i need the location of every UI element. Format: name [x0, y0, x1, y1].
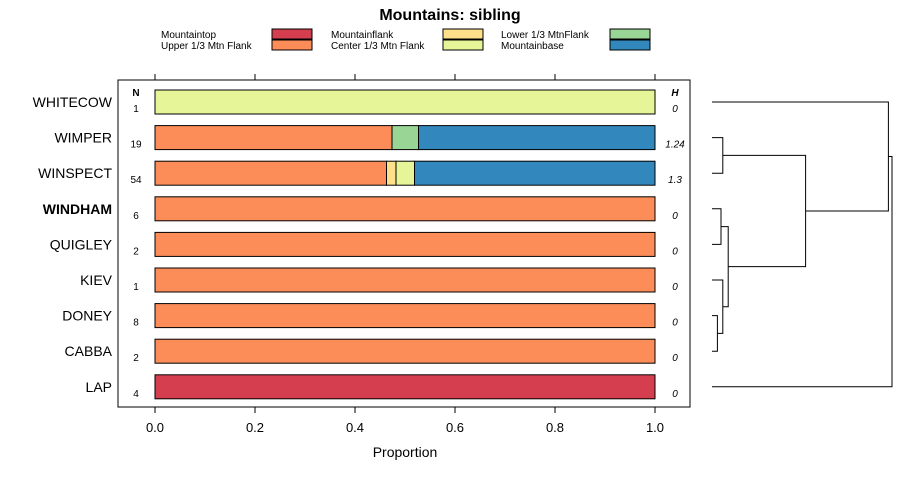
legend-swatch: [271, 39, 313, 51]
bar-segment: [154, 374, 656, 400]
bar-segment: [154, 196, 656, 222]
plot-frame: [117, 79, 691, 408]
n-value: 6: [133, 211, 139, 222]
legend-swatch: [609, 39, 651, 51]
n-column-header: N: [132, 88, 139, 99]
legend-label: Mountainflank: [331, 30, 394, 41]
bar-segment: [154, 89, 656, 115]
x-axis-label: Proportion: [373, 444, 438, 460]
h-value: 0: [672, 104, 678, 115]
h-value: 0: [672, 318, 678, 329]
dendrogram-link: [712, 315, 718, 352]
h-value: 1.3: [668, 175, 682, 186]
legend-label: Mountaintop: [161, 30, 216, 41]
legend-swatch: [442, 28, 484, 40]
h-column-header: H: [671, 88, 679, 99]
row-label: DONEY: [62, 308, 112, 324]
legend-swatch: [609, 28, 651, 40]
row-label: KIEV: [80, 272, 113, 288]
legend-swatch: [271, 28, 313, 40]
bar-segment: [414, 160, 656, 186]
h-value: 0: [672, 211, 678, 222]
n-value: 54: [130, 175, 142, 186]
legend-label: Mountainbase: [501, 41, 564, 52]
legend-label: Center 1/3 Mtn Flank: [331, 41, 425, 52]
dendrogram-link: [712, 156, 893, 388]
h-value: 0: [672, 246, 678, 257]
bar-segment: [395, 160, 415, 186]
x-tick-label: 0.6: [446, 420, 464, 435]
legend-swatch: [442, 39, 484, 51]
x-tick-label: 0.8: [546, 420, 564, 435]
x-tick-label: 0.2: [246, 420, 264, 435]
x-tick-label: 0.0: [146, 420, 164, 435]
h-value: 0: [672, 353, 678, 364]
legend-label: Lower 1/3 MtnFlank: [501, 30, 590, 41]
n-value: 19: [130, 140, 142, 151]
h-value: 1.24: [665, 140, 685, 151]
bar-segment: [154, 125, 393, 151]
bar-segment: [418, 125, 656, 151]
x-tick-label: 1.0: [646, 420, 664, 435]
bar-rows: WHITECOW 1 0 WIMPER 19 1.24 WINSPECT 54 1.3 WINDH…: [33, 89, 685, 400]
row-label: CABBA: [65, 343, 113, 359]
dendrogram-link: [721, 226, 729, 308]
bar-segment: [154, 338, 656, 364]
n-value: 2: [133, 353, 139, 364]
n-value: 1: [133, 282, 139, 293]
dendrogram-link: [722, 154, 807, 268]
h-value: 0: [672, 389, 678, 400]
row-label: WINDHAM: [43, 201, 112, 217]
row-label: WINSPECT: [38, 165, 112, 181]
bar-segment: [154, 231, 656, 257]
x-tick-label: 0.4: [346, 420, 364, 435]
n-value: 8: [133, 318, 139, 329]
legend-label: Upper 1/3 Mtn Flank: [161, 41, 253, 52]
chart-title: Mountains: sibling: [379, 7, 520, 24]
row-label: LAP: [86, 379, 112, 395]
dendrogram-link: [712, 101, 889, 212]
x-axis: 0.0 0.2 0.4 0.6 0.8 1.0: [146, 74, 664, 435]
bar-segment: [154, 303, 656, 329]
bar-segment: [391, 125, 419, 151]
bar-segment: [154, 267, 656, 293]
row-label: QUIGLEY: [50, 236, 113, 252]
dendrogram: [712, 101, 893, 388]
h-value: 0: [672, 282, 678, 293]
n-value: 4: [133, 389, 139, 400]
n-value: 2: [133, 246, 139, 257]
row-label: WHITECOW: [33, 94, 113, 110]
bar-segment: [154, 160, 387, 186]
n-value: 1: [133, 104, 139, 115]
dendrogram-link: [712, 208, 722, 245]
bar-segment: [386, 160, 397, 186]
row-label: WIMPER: [54, 130, 112, 146]
dendrogram-link: [712, 137, 724, 174]
